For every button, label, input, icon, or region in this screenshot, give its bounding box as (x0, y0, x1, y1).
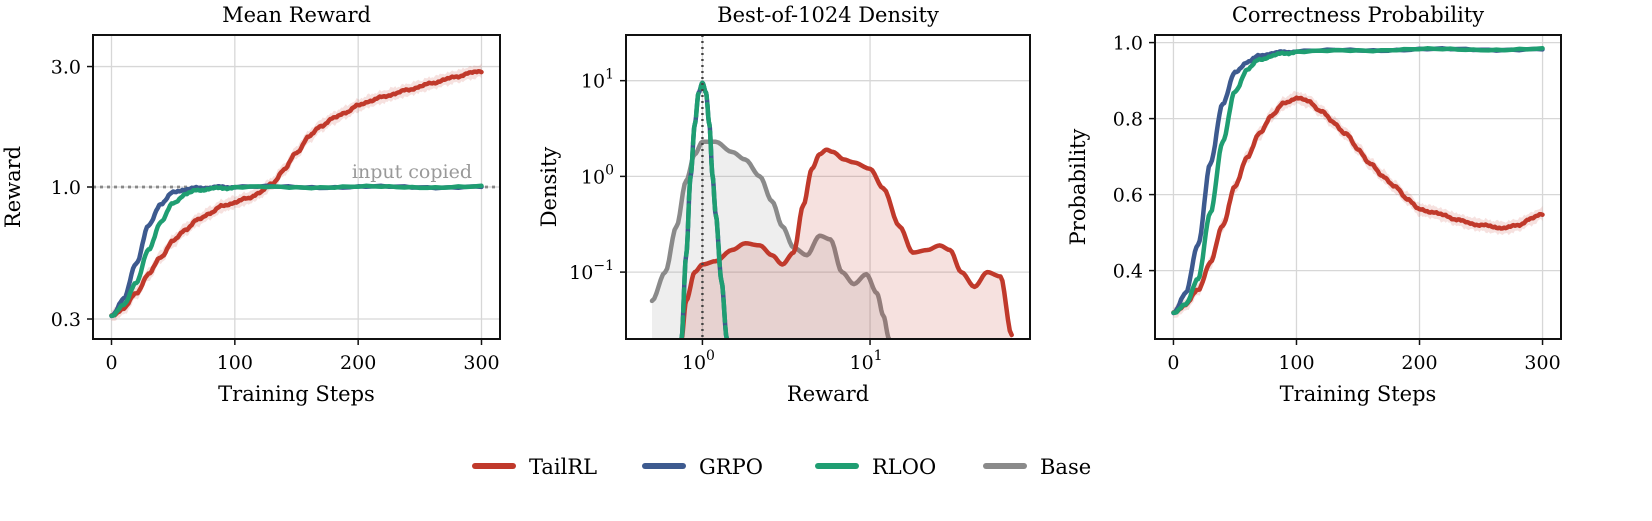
x-tick-label: 101 (849, 348, 882, 374)
y-axis-label: Density (537, 147, 561, 228)
series-line-grpo (1171, 46, 1545, 316)
legend-item-base: Base (983, 455, 1091, 479)
y-axis-label: Probability (1066, 129, 1090, 246)
x-axis-label: Training Steps (218, 382, 375, 406)
y-tick-label: 100 (581, 162, 614, 188)
x-tick-label: 100 (682, 348, 715, 374)
x-tick-label: 300 (1524, 352, 1560, 374)
x-tick-label: 200 (1401, 352, 1437, 374)
reference-line-label: input copied (352, 161, 472, 183)
chart-panel-2: 100 101 10−1 100 101 Best-of-1024 Density Rewa… (537, 3, 1031, 406)
x-tick-label: 0 (1167, 352, 1179, 374)
axes-frame (1154, 34, 1562, 340)
y-tick-label: 10−1 (569, 258, 614, 284)
axes-frame (625, 34, 1031, 340)
chart-title: Mean Reward (222, 3, 371, 27)
x-axis-label: Training Steps (1280, 382, 1437, 406)
chart-title: Best-of-1024 Density (717, 3, 939, 27)
x-axis-label: Reward (787, 382, 869, 406)
y-tick-label: 101 (581, 67, 614, 93)
series-line-tailrl (109, 68, 484, 318)
series-line-tailrl (1171, 95, 1545, 315)
chart-title: Correctness Probability (1232, 3, 1484, 27)
series-line-tailrl (679, 147, 1014, 339)
y-tick-label: 1.0 (51, 177, 81, 199)
plot-area (93, 63, 500, 322)
x-tick-label: 200 (340, 352, 376, 374)
legend-label: TailRL (529, 455, 597, 479)
x-tick-label: 100 (1278, 352, 1314, 374)
y-axis-label: Reward (1, 146, 25, 228)
legend-label: RLOO (872, 455, 936, 479)
legend-item-rloo: RLOO (815, 455, 936, 479)
series-line-rloo (679, 80, 730, 339)
series-line-rloo (109, 183, 484, 318)
plot-area (649, 35, 1014, 339)
series-fill-base (652, 141, 890, 339)
legend-item-grpo: GRPO (642, 455, 763, 479)
y-tick-label: 3.0 (51, 57, 81, 79)
x-tick-label: 0 (105, 352, 117, 374)
chart-panel-1: input copied 0 100 200 300 0.3 1.0 3.0 Mean Rewa… (1, 3, 501, 406)
y-tick-label: 0.8 (1113, 109, 1143, 131)
x-tick-label: 300 (463, 352, 499, 374)
x-tick-label: 100 (217, 352, 253, 374)
legend: TailRL GRPO RLOO Base (472, 455, 1091, 479)
series-line-rloo (1171, 46, 1545, 315)
y-tick-label: 0.4 (1113, 261, 1143, 283)
y-tick-label: 0.6 (1113, 185, 1143, 207)
y-tick-label: 0.3 (51, 309, 81, 331)
legend-label: Base (1040, 455, 1091, 479)
legend-item-tailrl: TailRL (472, 455, 597, 479)
series-band-tailrl (111, 63, 482, 322)
y-tick-label: 1.0 (1113, 33, 1143, 55)
plot-area (1171, 46, 1545, 318)
legend-label: GRPO (699, 455, 763, 479)
chart-panel-3: 0 100 200 300 0.4 0.6 0.8 1.0 Correctness Probab… (1066, 3, 1562, 406)
series-fill-tailrl (681, 149, 1012, 339)
